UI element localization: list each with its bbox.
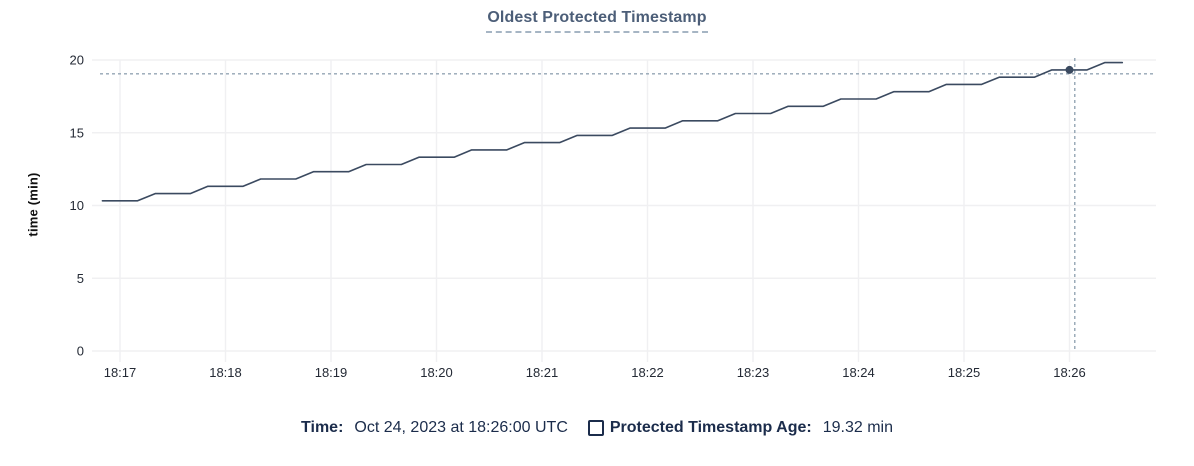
x-tick-label: 18:20 (420, 365, 453, 380)
y-axis-title: time (min) (25, 172, 41, 237)
y-tick-label: 5 (77, 271, 84, 286)
y-tick-label: 20 (70, 53, 84, 68)
chart-title[interactable]: Oldest Protected Timestamp (486, 9, 708, 33)
y-tick-label: 15 (70, 125, 84, 140)
series-label: Protected Timestamp Age: (609, 419, 812, 436)
time-label: Time: (301, 419, 344, 436)
x-tick-label: 18:24 (842, 365, 875, 380)
y-tick-label: 0 (77, 344, 84, 359)
hovered-data-point-dot (1065, 65, 1074, 74)
x-tick-label: 18:22 (631, 365, 664, 380)
series-checkbox-icon[interactable] (587, 420, 604, 436)
x-tick-label: 18:26 (1053, 365, 1086, 380)
line-chart-plot-area[interactable]: 0 5 10 15 20 18:17 18:18 18:19 18:20 18:21 18:22 18… (0, 0, 1194, 400)
chart-tooltip-legend: Time: Oct 24, 2023 at 18:26:00 UTC Prote… (0, 419, 1194, 437)
y-tick-label: 10 (70, 198, 84, 213)
x-tick-label: 18:17 (104, 365, 137, 380)
x-tick-label: 18:25 (948, 365, 981, 380)
x-tick-label: 18:19 (315, 365, 348, 380)
tooltip-series-group: Protected Timestamp Age: 19.32 min (587, 419, 893, 437)
series-value: 19.32 min (822, 419, 893, 436)
x-tick-label: 18:21 (526, 365, 559, 380)
x-tick-label: 18:23 (737, 365, 770, 380)
time-value: Oct 24, 2023 at 18:26:00 UTC (354, 419, 568, 436)
chart-title-row: Oldest Protected Timestamp (0, 9, 1194, 33)
tooltip-time-group: Time: Oct 24, 2023 at 18:26:00 UTC (301, 419, 568, 437)
x-tick-label: 18:18 (209, 365, 242, 380)
series-line-protected-timestamp-age (101, 61, 1124, 202)
